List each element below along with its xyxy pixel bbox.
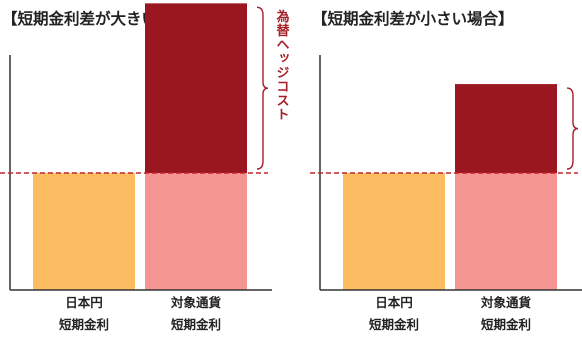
bar-japan-yen-rate bbox=[33, 173, 135, 290]
brace-icon bbox=[566, 87, 579, 170]
category-label-line2: 短期金利 bbox=[171, 317, 221, 332]
panel-title: 【短期金利差が小さい場合】 bbox=[312, 9, 514, 28]
category-label-line2: 短期金利 bbox=[59, 317, 109, 332]
brace-icon bbox=[256, 6, 269, 170]
category-label-line2: 短期金利 bbox=[481, 317, 531, 332]
category-label-line1: 対象通貨 bbox=[170, 295, 222, 310]
category-label-line1: 日本円 bbox=[375, 295, 413, 310]
bar-target-currency-base bbox=[145, 173, 247, 290]
hedge-cost-label: 為替ヘッジコスト bbox=[274, 9, 290, 122]
bar-target-currency-base bbox=[455, 173, 557, 290]
bar-japan-yen-rate bbox=[343, 173, 445, 290]
category-label-line2: 短期金利 bbox=[369, 317, 419, 332]
category-label-line1: 日本円 bbox=[65, 295, 103, 310]
bar-target-currency-hedge-portion bbox=[455, 84, 557, 173]
bar-target-currency-hedge-portion bbox=[145, 3, 247, 173]
category-label-line1: 対象通貨 bbox=[480, 295, 532, 310]
